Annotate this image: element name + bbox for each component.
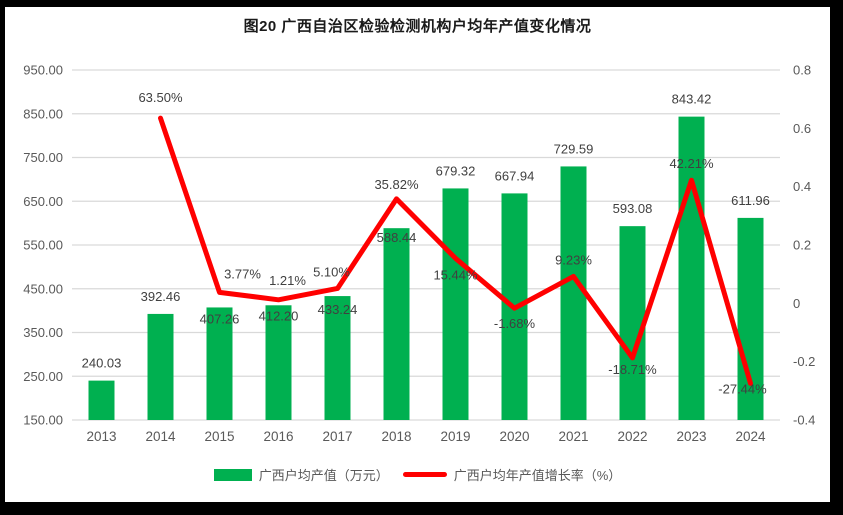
y-axis-right-tick-label: 0 xyxy=(793,296,800,311)
y-axis-right-tick-label: 0.8 xyxy=(793,63,811,78)
y-axis-right-tick-label: -0.2 xyxy=(793,354,815,369)
y-axis-left-tick-label: 450.00 xyxy=(23,281,63,296)
line-data-label: 5.10% xyxy=(313,264,350,279)
y-axis-left-tick-label: 950.00 xyxy=(23,63,63,78)
y-axis-left-tick-label: 850.00 xyxy=(23,106,63,121)
legend-bar-series-label: 广西户均产值（万元） xyxy=(258,468,389,483)
x-axis-tick-label: 2020 xyxy=(499,429,529,444)
growth-rate-line xyxy=(158,115,753,386)
y-axis-right-tick-label: 0.4 xyxy=(793,179,811,194)
chart-legend: 广西户均产值（万元） 广西户均年产值增长率（%） xyxy=(5,465,830,484)
line-data-label: 15.44% xyxy=(433,267,478,282)
chart-canvas: 图20 广西自治区检验检测机构户均年产值变化情况 950.00 850.00 750… xyxy=(5,7,830,502)
x-axis-tick-label: 2022 xyxy=(617,429,647,444)
line-data-label: -1.68% xyxy=(494,316,536,331)
y-axis-right-tick-label: 0.6 xyxy=(793,121,811,136)
bar-2019 xyxy=(442,188,469,420)
bar-2015 xyxy=(206,307,233,420)
bar-2018 xyxy=(383,228,410,420)
bar-2017 xyxy=(324,296,351,420)
x-axis-tick-label: 2016 xyxy=(263,429,293,444)
x-axis-tick-label: 2023 xyxy=(676,429,706,444)
y-axis-right-tick-label: -0.4 xyxy=(793,413,815,428)
bar-data-label: 407.26 xyxy=(200,311,240,326)
line-data-label: 3.77% xyxy=(224,266,261,281)
bar-data-label: 679.32 xyxy=(436,163,476,178)
bar-data-label: 588.44 xyxy=(377,230,417,245)
legend-item-bar-series: 广西户均产值（万元） xyxy=(213,465,389,484)
line-series-swatch-icon xyxy=(402,472,447,477)
line-data-label: 63.50% xyxy=(138,90,183,105)
bar-data-label: 667.94 xyxy=(495,168,535,183)
bar-series-swatch-icon xyxy=(213,468,252,481)
chart-title: 图20 广西自治区检验检测机构户均年产值变化情况 xyxy=(243,18,592,35)
y-axis-left-tick-label: 150.00 xyxy=(23,413,63,428)
bar-2023 xyxy=(678,116,705,420)
x-axis-tick-label: 2024 xyxy=(735,429,766,444)
chart-plot-area: 950.00 850.00 750.00 650.00 550.00 450.00 350.… xyxy=(23,63,815,445)
y-axis-left-tick-label: 350.00 xyxy=(23,325,63,340)
y-axis-left-tick-label: 650.00 xyxy=(23,194,63,209)
bar-data-label: 843.42 xyxy=(672,92,712,107)
x-axis-tick-label: 2015 xyxy=(204,429,234,444)
x-axis-tick-label: 2017 xyxy=(322,429,352,444)
bar-data-label: 412.20 xyxy=(259,308,299,323)
x-axis-tick-label: 2019 xyxy=(440,429,470,444)
y-axis-left-tick-label: 550.00 xyxy=(23,238,63,253)
y-axis-left-tick-label: 750.00 xyxy=(23,150,63,165)
bar-2013 xyxy=(88,380,115,420)
bar-2021 xyxy=(560,166,587,420)
bar-data-label: 729.59 xyxy=(554,141,594,156)
bar-data-label: 593.08 xyxy=(613,201,653,216)
bar-data-label: 392.46 xyxy=(141,289,181,304)
y-axis-left-tick-label: 250.00 xyxy=(23,369,63,384)
bar-2024 xyxy=(737,217,764,420)
x-axis-tick-label: 2013 xyxy=(86,429,116,444)
line-data-label: 35.82% xyxy=(374,177,419,192)
bar-2022 xyxy=(619,226,646,420)
line-data-label: -27.44% xyxy=(718,381,767,396)
line-data-label: 1.21% xyxy=(269,273,306,288)
x-axis-tick-label: 2018 xyxy=(381,429,411,444)
line-data-label: 9.23% xyxy=(555,252,592,267)
y-axis-right-tick-label: 0.2 xyxy=(793,238,811,253)
line-data-label: 42.21% xyxy=(669,156,714,171)
bar-data-label: 240.03 xyxy=(82,356,122,371)
bar-data-label: 611.96 xyxy=(731,193,770,208)
x-axis-tick-label: 2014 xyxy=(145,429,176,444)
line-data-label: -18.71% xyxy=(608,362,657,377)
bar-2014 xyxy=(147,313,174,420)
bar-2016 xyxy=(265,305,292,420)
bar-data-label: 433.24 xyxy=(318,302,358,317)
legend-line-series-label: 广西户均年产值增长率（%） xyxy=(453,468,622,483)
x-axis-tick-label: 2021 xyxy=(558,429,588,444)
legend-item-line-series: 广西户均年产值增长率（%） xyxy=(402,465,622,484)
